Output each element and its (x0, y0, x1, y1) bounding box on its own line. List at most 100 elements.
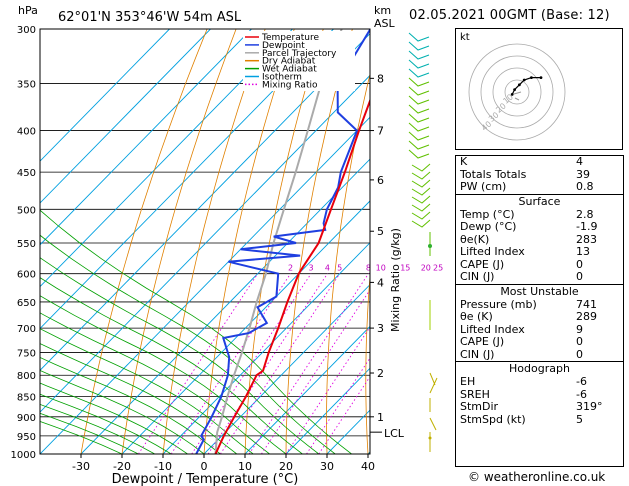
wind-barb (408, 140, 430, 150)
mixing-ratio-label: 15 (400, 264, 410, 273)
km-tick-label: 6 (377, 174, 384, 187)
index-value: 289 (576, 310, 597, 323)
wind-barb (408, 41, 430, 51)
temperature-tick-label: -10 (154, 460, 172, 473)
mixing-ratio-line (306, 357, 370, 454)
mixing-ratio-axis-label: Mixing Ratio (g/kg) (389, 228, 402, 332)
temperature-tick-label: 0 (201, 460, 208, 473)
wind-barb (408, 86, 430, 96)
wet-adiabat-line (40, 403, 155, 454)
index-row: θe(K) 283 (456, 233, 623, 247)
pressure-tick-label: 450 (17, 168, 36, 179)
temperature-tick-label: 40 (361, 460, 375, 473)
datetime-label: 02.05.2021 00GMT (Base: 12) (409, 8, 610, 23)
mixing-ratio-line (248, 273, 369, 454)
pressure-tick-label: 950 (17, 432, 36, 443)
index-value: 0 (576, 335, 583, 348)
wind-barbs (408, 32, 438, 452)
most-unstable-section-title: Most Unstable (456, 283, 623, 299)
index-row: Lifted Index 13 (456, 245, 623, 259)
pressure-tick-label: 500 (17, 205, 36, 216)
dry-adiabat-line (441, 29, 450, 454)
legend-label: Mixing Ratio (262, 80, 318, 90)
dry-adiabat-line (80, 29, 208, 454)
index-row: StmSpd (kt) 5 (456, 412, 623, 427)
isotherm-line (285, 367, 370, 454)
wind-calm-marker (428, 244, 432, 248)
isotherm-line (40, 116, 370, 454)
index-label: StmDir (460, 400, 499, 413)
mixing-ratio-line (318, 375, 370, 454)
index-label: Temp (°C) (460, 207, 515, 221)
mixing-ratio-label: 5 (337, 264, 342, 273)
index-row: Pressure (mb) 741 (456, 297, 623, 312)
isobars (40, 28, 370, 455)
km-unit: km (374, 4, 391, 17)
index-label: Dewp (°C) (460, 220, 517, 233)
wet-adiabat-line (40, 295, 287, 454)
km-tick-label: 5 (377, 225, 384, 238)
legend-label: Parcel Trajectory (262, 49, 337, 59)
parcel-trajectory-line (214, 29, 343, 454)
index-value: 13 (576, 245, 590, 258)
lcl-label: LCL (384, 427, 405, 440)
mixing-ratio-line (170, 273, 291, 454)
index-row: Temp (°C) 2.8 (456, 207, 623, 222)
temperature-tick-label: 30 (320, 460, 334, 473)
wet-adiabat-line (40, 370, 205, 454)
location-title: 62°01'N 353°46'W 54m ASL (58, 10, 242, 25)
isotherm-line (40, 29, 252, 246)
index-value: 5 (576, 412, 583, 426)
wind-barb (411, 179, 431, 188)
wet-adiabats (40, 209, 352, 454)
legend-label: Isotherm (262, 73, 302, 83)
pressure-tick-labels: 300 350 400 450 500 550 600 650 700 750 800 850 900 9… (11, 25, 36, 461)
hodograph-point (530, 76, 533, 79)
wet-adiabat-line (40, 257, 320, 454)
wind-barb (408, 131, 430, 141)
profiles (195, 29, 370, 454)
index-row: SREH -6 (456, 388, 623, 402)
index-label: StmSpd (kt) (460, 412, 526, 426)
index-value: 0 (576, 257, 583, 271)
dry-adiabat-line (404, 29, 440, 454)
mixing-ratio-line (220, 273, 341, 454)
mixing-ratio-label: 2 (288, 264, 293, 273)
mixing-ratio-label: 25 (433, 264, 443, 273)
temperature-tick-label: -30 (72, 460, 90, 473)
dry-adiabat-line (121, 29, 237, 454)
mixing-ratio-labels: 2 3 4 5 8 10 15 20 25 (288, 264, 443, 273)
mixing-ratio-line (207, 273, 328, 454)
isotherms (40, 29, 370, 454)
hodograph-ring (480, 55, 554, 129)
mixing-ratio-label: 4 (325, 264, 330, 273)
index-row: EH -6 (456, 375, 623, 389)
wet-adiabat-line (40, 343, 238, 454)
hodograph-ring (492, 67, 542, 117)
wind-barb (408, 122, 430, 132)
index-label: Pressure (mb) (460, 297, 537, 311)
hodograph-point (518, 83, 521, 87)
legend-label: Dewpoint (262, 41, 305, 51)
mixing-ratio-label: 8 (366, 264, 371, 273)
isotherm-line (367, 451, 370, 454)
wind-barb (408, 113, 430, 123)
wind-barb (408, 95, 430, 105)
index-label: Lifted Index (460, 245, 525, 258)
index-row: PW (cm) 0.8 (456, 180, 623, 194)
legend-label: Temperature (261, 33, 319, 43)
index-value: 0 (576, 270, 583, 283)
isotherm-line (121, 200, 370, 454)
dry-adiabat-line (162, 29, 266, 454)
wind-barb (411, 195, 431, 204)
isotherm-line (40, 74, 370, 413)
index-row: Lifted Index 9 (456, 323, 623, 337)
wind-barb (408, 59, 430, 69)
temperature-tick-labels: -30 -20 -10 0 10 20 30 40 (72, 454, 375, 473)
index-label: CIN (J) (460, 270, 495, 283)
index-label: CAPE (J) (460, 335, 505, 348)
wind-barb (408, 104, 430, 114)
dry-adiabat-line (203, 29, 295, 454)
wind-barb (408, 68, 430, 78)
dry-adiabat-line (285, 29, 353, 454)
